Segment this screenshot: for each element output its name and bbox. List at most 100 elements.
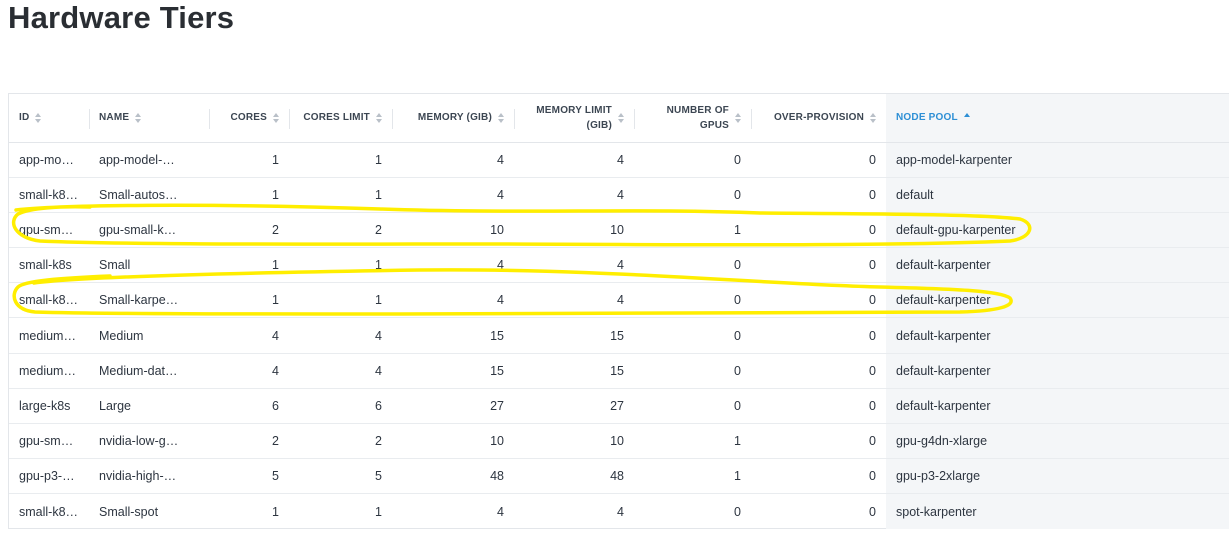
cell-node-pool: gpu-p3-2xlarge	[886, 458, 1229, 495]
cell-cores-limit: 1	[289, 177, 392, 213]
cell-name: gpu-small-k…	[89, 212, 209, 249]
cell-name: nvidia-low-g…	[89, 423, 209, 460]
sort-icon[interactable]	[273, 112, 279, 123]
cell-cores-limit: 1	[289, 282, 392, 319]
column-header-cores[interactable]: CORES	[209, 94, 289, 143]
cell-node-pool: gpu-g4dn-xlarge	[886, 423, 1229, 460]
cell-node-pool: default-gpu-karpenter	[886, 212, 1229, 249]
cell-memory-limit: 4	[514, 282, 634, 319]
table-body: app-mod… app-model-… 1 1 4 4 0 0 app-model-karpe…	[9, 142, 1229, 530]
sort-icon[interactable]	[735, 112, 741, 123]
cell-memory-limit: 10	[514, 212, 634, 249]
column-header-over-provision[interactable]: OVER-PROVISION	[751, 94, 886, 143]
cell-name: app-model-…	[89, 142, 209, 178]
cell-node-pool: app-model-karpenter	[886, 142, 1229, 178]
cell-cores: 2	[209, 212, 289, 249]
sort-icon[interactable]	[135, 112, 142, 123]
column-header-label-line: MEMORY LIMIT	[536, 104, 612, 116]
column-header-name[interactable]: NAME	[89, 94, 209, 143]
table-row[interactable]: medium-… Medium-dat… 4 4 15 15 0 0 default-karpe…	[9, 353, 1229, 389]
sort-icon[interactable]	[376, 112, 382, 123]
column-header-memory-limit[interactable]: MEMORY LIMIT (GIB)	[514, 94, 634, 143]
cell-gpus: 0	[634, 247, 751, 284]
cell-gpus: 1	[634, 458, 751, 495]
cell-memory-limit: 27	[514, 388, 634, 425]
cell-cores: 4	[209, 353, 289, 389]
column-header-label-line: GPUS	[699, 119, 729, 131]
cell-id: small-k8…	[19, 504, 79, 519]
table-row[interactable]: medium-… Medium 4 4 15 15 0 0 default-karpenter	[9, 317, 1229, 354]
sort-icon[interactable]	[618, 112, 624, 123]
cell-node-pool: spot-karpenter	[886, 493, 1229, 530]
column-header-label: NUMBER OF GPUS	[667, 103, 729, 133]
sort-icon[interactable]	[498, 112, 504, 123]
table-row[interactable]: gpu-sma… nvidia-low-g… 2 2 10 10 1 0 gpu-g4dn-xl…	[9, 423, 1229, 460]
column-header-label: CORES LIMIT	[303, 112, 370, 124]
cell-over-provision: 0	[751, 458, 886, 495]
cell-memory: 4	[392, 282, 514, 319]
table-row[interactable]: gpu-sma… gpu-small-k… 2 2 10 10 1 0 default-gpu-…	[9, 212, 1229, 249]
cell-node-pool: default-karpenter	[886, 388, 1229, 425]
cell-cores: 4	[209, 317, 289, 354]
column-header-number-of-gpus[interactable]: NUMBER OF GPUS	[634, 94, 751, 143]
cell-memory: 27	[392, 388, 514, 425]
cell-name: Small-spot	[99, 504, 159, 519]
cell-memory: 10	[392, 212, 514, 249]
table-row[interactable]: small-k8… Small-karpe… 1 1 4 4 0 0 default-karpe…	[9, 282, 1229, 319]
cell-over-provision: 0	[751, 247, 886, 284]
sort-icon[interactable]	[870, 112, 876, 123]
cell-memory: 15	[392, 317, 514, 354]
cell-gpus: 0	[634, 317, 751, 354]
cell-memory-limit: 15	[514, 353, 634, 389]
column-header-label: OVER-PROVISION	[773, 112, 864, 124]
cell-id: app-mod…	[9, 142, 89, 178]
cell-gpus: 0	[634, 388, 751, 425]
column-header-node-pool[interactable]: NODE POOL	[886, 94, 1229, 143]
cell-name: nvidia-high-…	[89, 458, 209, 495]
column-header-memory[interactable]: MEMORY (GIB)	[392, 94, 514, 143]
page-title: Hardware Tiers	[8, 0, 235, 35]
column-header-label: ID	[19, 112, 30, 124]
cell-memory: 10	[392, 423, 514, 460]
cell-cores-limit: 1	[289, 142, 392, 178]
cell-cores: 1	[209, 247, 289, 284]
cell-memory-limit: 4	[514, 177, 634, 213]
cell-cores-limit: 5	[289, 458, 392, 495]
column-header-id[interactable]: ID	[9, 94, 89, 143]
column-header-label: MEMORY (GIB)	[417, 112, 492, 124]
cell-id: small-k8…	[9, 177, 89, 213]
table-row[interactable]: small-k8… Small-autos… 1 1 4 4 0 0 default	[9, 177, 1229, 213]
cell-name: Small-karpe…	[89, 282, 209, 319]
cell-cores: 1	[209, 142, 289, 178]
table-row[interactable]: gpu-p3-2… nvidia-high-… 5 5 48 48 1 0 gpu-p3-2xl…	[9, 458, 1229, 495]
cell-gpus: 0	[734, 504, 741, 519]
cell-node-pool: default-karpenter	[886, 317, 1229, 354]
table-row[interactable]: app-mod… app-model-… 1 1 4 4 0 0 app-model-karpe…	[9, 142, 1229, 178]
table-row[interactable]: large-k8s Large 6 6 27 27 0 0 default-karpenter	[9, 388, 1229, 425]
cell-memory-limit: 4	[617, 504, 624, 519]
cell-cores-limit: 1	[375, 504, 382, 519]
cell-over-provision: 0	[751, 142, 886, 178]
cell-cores-limit: 1	[289, 247, 392, 284]
cell-id: medium-…	[9, 353, 89, 389]
table-row[interactable]: small-k8… Small-spot 1 1 4 4 0 0 spot-karpenter	[9, 493, 1229, 530]
column-header-label-line: (GIB)	[586, 119, 612, 131]
cell-over-provision: 0	[751, 423, 886, 460]
cell-node-pool: default	[886, 177, 1229, 213]
cell-cores: 5	[209, 458, 289, 495]
cell-memory-limit: 4	[514, 142, 634, 178]
cell-gpus: 0	[634, 353, 751, 389]
cell-name: Small	[89, 247, 209, 284]
cell-cores: 1	[272, 504, 279, 519]
cell-id: medium-…	[9, 317, 89, 354]
cell-node-pool: default-karpenter	[886, 282, 1229, 319]
sort-icon[interactable]	[35, 112, 42, 123]
cell-cores: 2	[209, 423, 289, 460]
column-header-cores-limit[interactable]: CORES LIMIT	[289, 94, 392, 143]
cell-cores-limit: 4	[289, 317, 392, 354]
cell-name: Medium-dat…	[89, 353, 209, 389]
cell-id: gpu-sma…	[9, 423, 89, 460]
table-row[interactable]: small-k8s Small 1 1 4 4 0 0 default-karpenter	[9, 247, 1229, 284]
cell-id: gpu-p3-2…	[9, 458, 89, 495]
sort-ascending-icon[interactable]	[963, 112, 970, 123]
